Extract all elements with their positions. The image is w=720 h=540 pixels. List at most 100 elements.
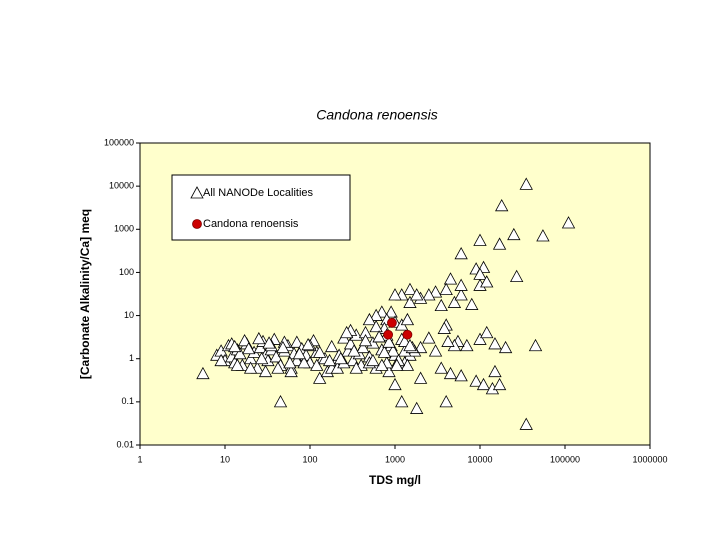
point xyxy=(369,319,383,333)
point xyxy=(243,361,258,374)
point xyxy=(388,377,402,391)
y-tick-label: 0.1 xyxy=(121,396,134,406)
point xyxy=(386,344,400,357)
point xyxy=(325,339,339,353)
point xyxy=(492,377,507,391)
point xyxy=(519,177,533,190)
point xyxy=(262,336,276,349)
point xyxy=(290,335,304,348)
point xyxy=(322,353,337,367)
chart-title: Candona renoensis xyxy=(316,107,437,123)
point xyxy=(492,237,507,250)
y-tick-label: 10 xyxy=(124,310,134,320)
point xyxy=(410,401,424,414)
legend-box xyxy=(171,174,351,241)
point xyxy=(536,229,550,242)
point xyxy=(372,330,386,343)
point xyxy=(290,353,304,367)
x-tick-label: 1000000 xyxy=(632,454,667,464)
point xyxy=(473,332,487,345)
point xyxy=(561,216,576,229)
y-tick-label: 100 xyxy=(119,267,134,277)
y-tick-label: 0.01 xyxy=(116,439,134,449)
x-tick-label: 1000 xyxy=(385,454,405,464)
x-tick-label: 10 xyxy=(220,454,230,464)
point xyxy=(454,278,468,291)
point xyxy=(347,344,361,357)
y-tick-label: 100000 xyxy=(104,137,134,147)
point xyxy=(447,295,462,308)
point xyxy=(395,395,409,408)
point xyxy=(498,340,513,354)
x-tick-label: 100000 xyxy=(550,454,580,464)
legend-label: All NANODe Localities xyxy=(203,187,314,199)
point xyxy=(403,295,417,308)
point xyxy=(454,369,468,382)
point xyxy=(473,233,487,246)
point xyxy=(403,282,417,295)
y-tick-label: 10000 xyxy=(109,181,134,191)
point xyxy=(297,356,311,369)
point xyxy=(488,364,502,378)
point xyxy=(480,275,494,288)
x-tick-label: 10000 xyxy=(467,454,492,464)
point xyxy=(422,288,436,301)
point xyxy=(292,346,307,360)
point xyxy=(488,337,502,350)
point xyxy=(366,353,380,367)
point xyxy=(460,338,474,352)
point xyxy=(383,329,394,340)
point xyxy=(465,297,479,310)
point xyxy=(362,312,377,326)
point xyxy=(382,364,396,378)
point xyxy=(410,288,424,301)
x-axis-label: TDS mg/l xyxy=(369,473,421,487)
point xyxy=(196,366,210,380)
point xyxy=(310,358,324,371)
point xyxy=(230,358,245,371)
point xyxy=(283,356,297,369)
point xyxy=(276,340,290,354)
y-tick-label: 1 xyxy=(129,353,134,363)
point xyxy=(356,340,370,354)
point xyxy=(273,395,288,408)
point xyxy=(403,338,417,352)
point xyxy=(509,269,524,283)
point xyxy=(228,339,242,353)
point xyxy=(390,358,404,371)
point xyxy=(402,329,413,340)
y-tick-label: 1000 xyxy=(114,224,134,234)
point xyxy=(476,377,491,391)
point xyxy=(388,288,402,301)
point xyxy=(437,321,451,334)
point xyxy=(301,337,315,351)
point xyxy=(377,345,392,358)
point xyxy=(434,361,448,374)
point xyxy=(252,331,266,345)
point xyxy=(454,246,468,260)
point xyxy=(284,364,298,378)
point xyxy=(473,267,487,280)
point xyxy=(313,371,327,384)
point xyxy=(334,351,348,365)
legend-marker xyxy=(192,219,202,229)
point xyxy=(313,345,327,358)
x-tick-label: 100 xyxy=(302,454,317,464)
point xyxy=(271,361,285,374)
point xyxy=(358,333,373,347)
point xyxy=(384,305,398,318)
point xyxy=(495,198,509,212)
x-tick-label: 1 xyxy=(137,454,142,464)
point xyxy=(454,288,468,301)
legend-label: Candona renoensis xyxy=(203,218,299,230)
point xyxy=(480,325,494,339)
point xyxy=(387,317,397,328)
point xyxy=(382,335,396,348)
point xyxy=(439,282,453,295)
point xyxy=(528,338,543,352)
point xyxy=(434,298,448,312)
point xyxy=(254,351,269,365)
point xyxy=(507,227,521,241)
point xyxy=(428,344,443,357)
